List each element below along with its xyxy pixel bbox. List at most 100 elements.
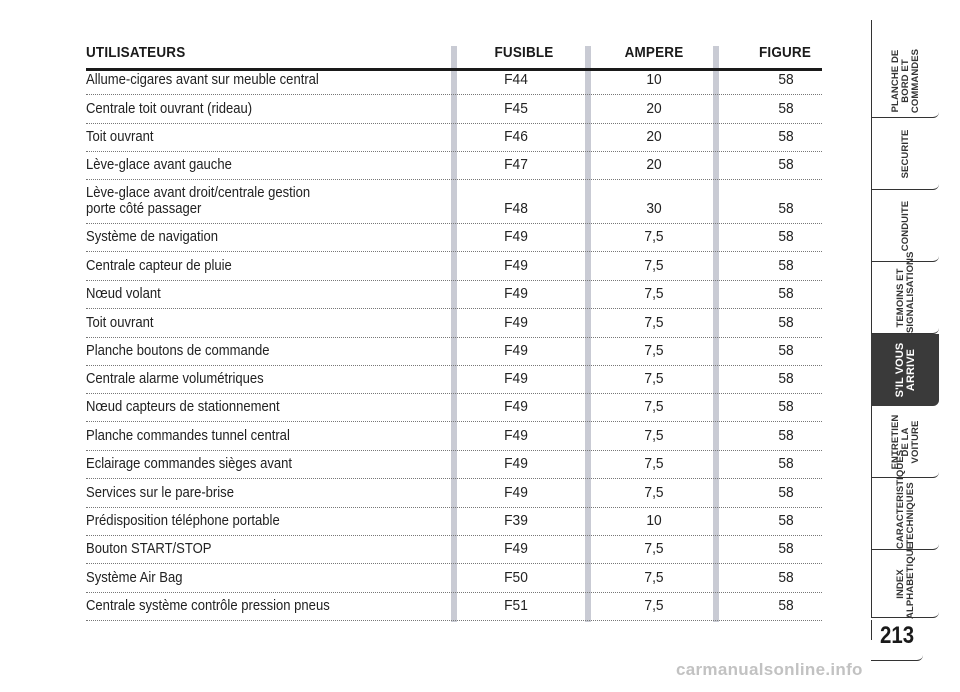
fuse-cell: F51 bbox=[504, 598, 528, 614]
fuse-cell: F45 bbox=[504, 101, 528, 117]
table-row: Centrale alarme volumétriques F49 7,5 58 bbox=[86, 365, 822, 394]
tab-specs[interactable]: CARACTERISTIQUES TECHNIQUES bbox=[871, 449, 939, 550]
table-row: Nœud volant F49 7,5 58 bbox=[86, 280, 822, 309]
tab-dashboard[interactable]: PLANCHE DE BORD ET COMMANDES bbox=[871, 44, 939, 118]
figure-cell: 58 bbox=[778, 286, 794, 302]
figure-cell: 58 bbox=[778, 157, 794, 173]
tab-label: PLANCHE DE BORD ET COMMANDES bbox=[889, 48, 921, 113]
ampere-cell: 20 bbox=[646, 129, 662, 145]
user-cell: Allume-cigares avant sur meuble central bbox=[86, 72, 319, 88]
table-row: Centrale capteur de pluie F49 7,5 58 bbox=[86, 251, 822, 281]
table-row: Lève-glace avant droit/centrale gestion … bbox=[86, 179, 822, 224]
user-cell: Eclairage commandes sièges avant bbox=[86, 456, 293, 472]
ampere-cell: 7,5 bbox=[644, 371, 664, 387]
table-row: Eclairage commandes sièges avant F49 7,5 58 bbox=[86, 450, 822, 479]
page-number: 213 bbox=[880, 622, 915, 649]
fuse-cell: F48 bbox=[504, 201, 528, 217]
tab-label: CARACTERISTIQUES TECHNIQUES bbox=[894, 449, 916, 549]
figure-cell: 58 bbox=[778, 201, 794, 217]
table-row: Toit ouvrant F49 7,5 58 bbox=[86, 308, 822, 338]
ampere-column-bar bbox=[585, 46, 591, 622]
user-cell: Système de navigation bbox=[86, 229, 219, 245]
table-row: Services sur le pare-brise F49 7,5 58 bbox=[86, 478, 822, 508]
user-cell: Centrale système contrôle pression pneus bbox=[86, 598, 330, 614]
table-row: Centrale système contrôle pression pneus… bbox=[86, 592, 822, 621]
figure-cell: 58 bbox=[778, 371, 794, 387]
user-cell: Services sur le pare-brise bbox=[86, 485, 234, 501]
figure-cell: 58 bbox=[778, 513, 794, 529]
figure-cell: 58 bbox=[778, 485, 794, 501]
fuse-cell: F49 bbox=[504, 258, 528, 274]
figure-cell: 58 bbox=[778, 129, 794, 145]
tab-driving[interactable]: CONDUITE bbox=[871, 190, 939, 262]
figure-cell: 58 bbox=[778, 428, 794, 444]
tab-label: SECURITE bbox=[899, 129, 911, 178]
fuse-cell: F49 bbox=[504, 315, 528, 331]
user-cell: Centrale capteur de pluie bbox=[86, 258, 232, 274]
table-row: Allume-cigares avant sur meuble central F… bbox=[86, 70, 822, 95]
ampere-cell: 7,5 bbox=[644, 485, 664, 501]
user-cell: Nœud capteurs de stationnement bbox=[86, 399, 280, 415]
tab-maintenance[interactable]: ENTRETIEN DE LA VOITURE bbox=[871, 406, 939, 478]
ampere-cell: 7,5 bbox=[644, 229, 664, 245]
figure-cell: 58 bbox=[778, 315, 794, 331]
tab-label: S'IL VOUS ARRIVE bbox=[893, 342, 917, 397]
user-cell: Lève-glace avant droit/centrale gestion … bbox=[86, 185, 311, 217]
ampere-cell: 7,5 bbox=[644, 570, 664, 586]
figure-cell: 58 bbox=[778, 72, 794, 88]
header-users: UTILISATEURS bbox=[86, 44, 186, 61]
ampere-cell: 10 bbox=[646, 72, 662, 88]
fuse-cell: F49 bbox=[504, 428, 528, 444]
ampere-cell: 7,5 bbox=[644, 456, 664, 472]
watermark: carmanualsonline.info bbox=[676, 660, 863, 679]
user-cell: Système Air Bag bbox=[86, 570, 183, 586]
ampere-cell: 7,5 bbox=[644, 428, 664, 444]
user-cell: Nœud volant bbox=[86, 286, 161, 302]
figure-cell: 58 bbox=[778, 456, 794, 472]
tab-warnings[interactable]: TEMOINS ET SIGNALISATIONS bbox=[871, 251, 939, 334]
fuse-cell: F47 bbox=[504, 157, 528, 173]
fuse-column-bar bbox=[451, 46, 457, 622]
table-row: Prédisposition téléphone portable F39 10 58 bbox=[86, 507, 822, 536]
table-row: Nœud capteurs de stationnement F49 7,5 58 bbox=[86, 393, 822, 422]
fuse-cell: F49 bbox=[504, 456, 528, 472]
user-cell: Toit ouvrant bbox=[86, 129, 154, 145]
ampere-cell: 7,5 bbox=[644, 286, 664, 302]
tab-index[interactable]: INDEX ALPHABETIQUE bbox=[871, 542, 939, 619]
tab-safety[interactable]: SECURITE bbox=[871, 118, 939, 190]
figure-cell: 58 bbox=[778, 343, 794, 359]
fuse-cell: F49 bbox=[504, 286, 528, 302]
figure-cell: 58 bbox=[778, 229, 794, 245]
header-ampere: AMPERE bbox=[624, 44, 684, 61]
fuse-cell: F49 bbox=[504, 371, 528, 387]
figure-column-bar bbox=[713, 46, 719, 622]
ampere-cell: 7,5 bbox=[644, 315, 664, 331]
fuse-cell: F44 bbox=[504, 72, 528, 88]
figure-cell: 58 bbox=[778, 258, 794, 274]
user-cell: Centrale toit ouvrant (rideau) bbox=[86, 101, 253, 117]
table-row: Planche boutons de commande F49 7,5 58 bbox=[86, 337, 822, 366]
tab-emergency[interactable]: S'IL VOUS ARRIVE bbox=[871, 334, 939, 406]
side-nav-top-line bbox=[871, 20, 872, 44]
figure-cell: 58 bbox=[778, 570, 794, 586]
ampere-cell: 7,5 bbox=[644, 541, 664, 557]
tab-label: INDEX ALPHABETIQUE bbox=[894, 542, 916, 619]
page-number-box bbox=[871, 620, 923, 661]
table-row: Système Air Bag F50 7,5 58 bbox=[86, 563, 822, 593]
figure-cell: 58 bbox=[778, 399, 794, 415]
user-cell: Bouton START/STOP bbox=[86, 541, 212, 557]
fuse-cell: F39 bbox=[504, 513, 528, 529]
table-row: Centrale toit ouvrant (rideau) F45 20 58 bbox=[86, 94, 822, 124]
figure-cell: 58 bbox=[778, 101, 794, 117]
figure-cell: 58 bbox=[778, 598, 794, 614]
fuse-cell: F49 bbox=[504, 343, 528, 359]
fuse-cell: F49 bbox=[504, 229, 528, 245]
ampere-cell: 20 bbox=[646, 101, 662, 117]
header-rule bbox=[86, 68, 822, 71]
ampere-cell: 7,5 bbox=[644, 258, 664, 274]
table-row: Lève-glace avant gauche F47 20 58 bbox=[86, 151, 822, 180]
table-row: Toit ouvrant F46 20 58 bbox=[86, 123, 822, 152]
figure-cell: 58 bbox=[778, 541, 794, 557]
user-cell: Centrale alarme volumétriques bbox=[86, 371, 264, 387]
